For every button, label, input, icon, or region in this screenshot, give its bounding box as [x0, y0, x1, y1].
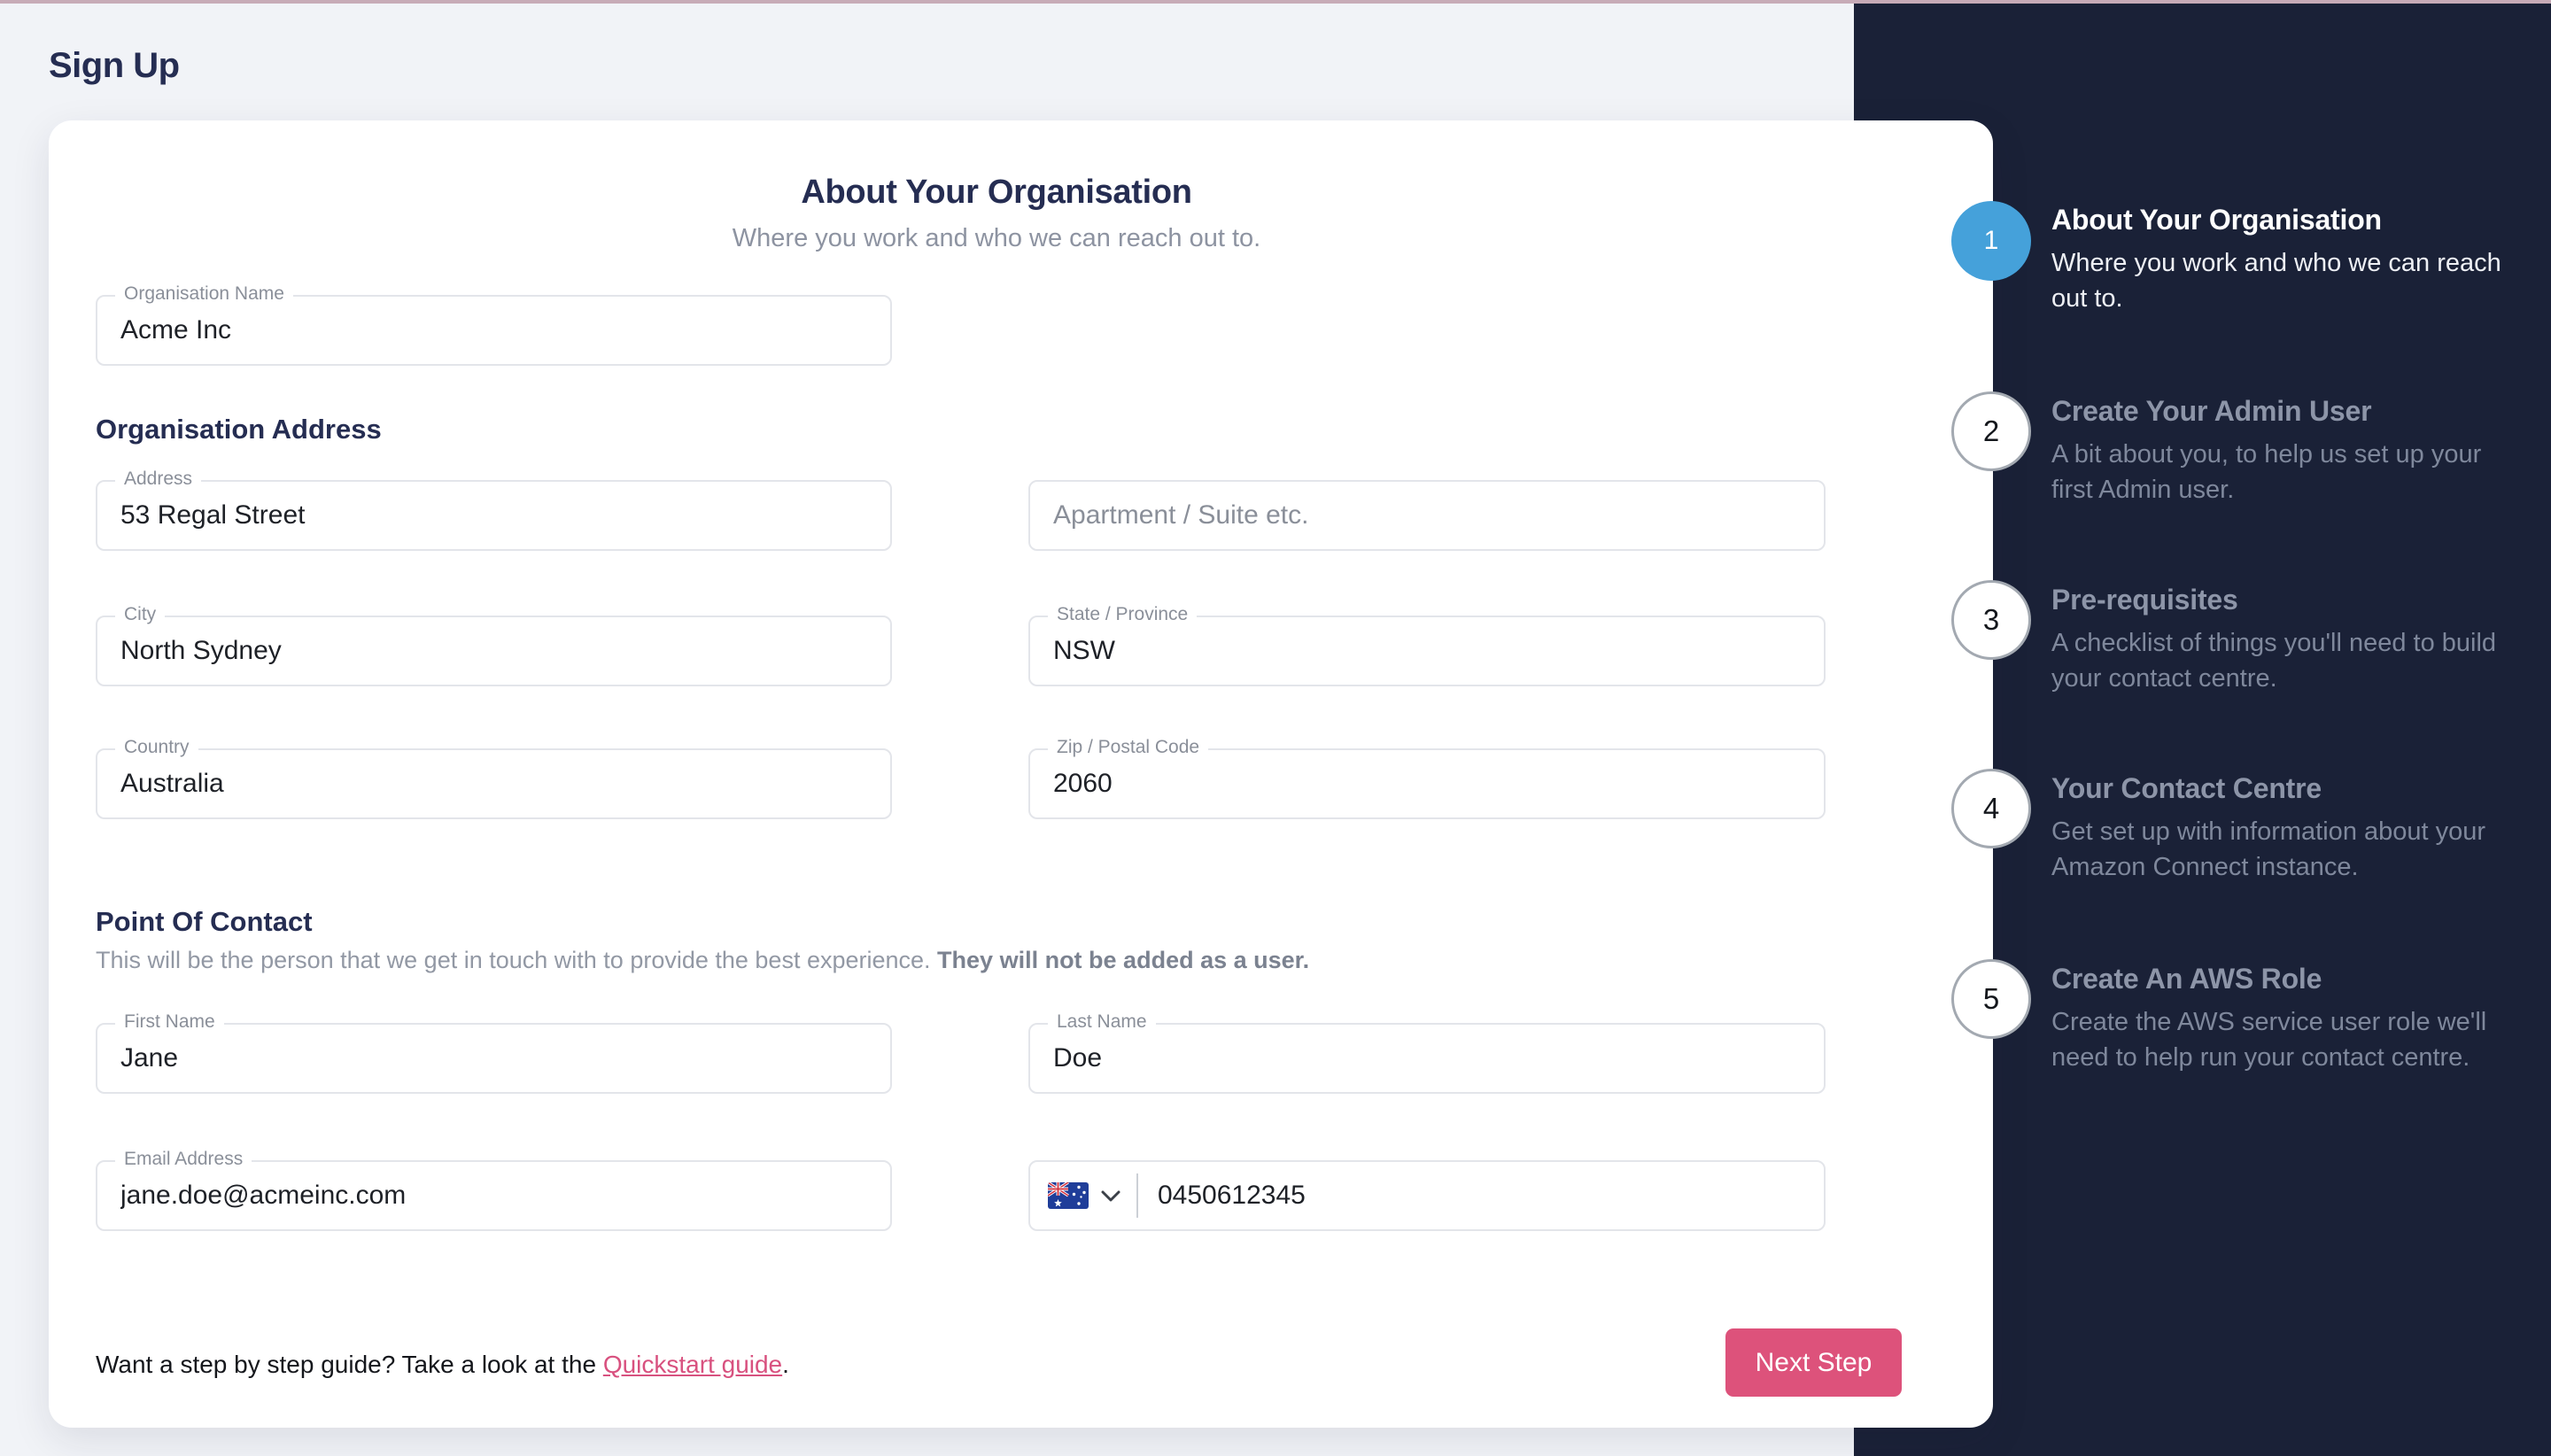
zip-label: Zip / Postal Code: [1048, 737, 1209, 758]
last-name-label: Last Name: [1048, 1011, 1156, 1033]
country-label: Country: [115, 737, 198, 758]
first-name-field: First Name: [96, 1011, 892, 1094]
step-4-subtitle: Get set up with information about your A…: [2051, 817, 2486, 881]
chevron-down-icon: [1101, 1190, 1120, 1201]
country-field: Country: [96, 737, 892, 819]
step-5-indicator: 5: [1951, 959, 2031, 1039]
state-field: State / Province: [1028, 604, 1826, 686]
step-4-title: Your Contact Centre: [2051, 772, 2322, 804]
email-input[interactable]: [96, 1160, 892, 1231]
card-subtitle: Where you work and who we can reach out …: [732, 224, 1261, 252]
organisation-name-field: Organisation Name: [96, 283, 892, 366]
phone-input[interactable]: [1138, 1163, 1824, 1228]
last-name-field: Last Name: [1028, 1011, 1826, 1094]
quickstart-hint-prefix: Want a step by step guide? Take a look a…: [96, 1351, 603, 1378]
last-name-input[interactable]: [1028, 1023, 1826, 1094]
page-title: Sign Up: [49, 46, 180, 85]
quickstart-hint: Want a step by step guide? Take a look a…: [96, 1351, 789, 1379]
address-label: Address: [115, 469, 202, 490]
step-1-subtitle: Where you work and who we can reach out …: [2051, 249, 2501, 313]
first-name-input[interactable]: [96, 1023, 892, 1094]
zip-input[interactable]: [1028, 748, 1826, 819]
city-field: City: [96, 604, 892, 686]
card-title: About Your Organisation: [801, 174, 1192, 211]
step-2-subtitle: A bit about you, to help us set up your …: [2051, 440, 2482, 504]
step-2-item: Create Your Admin User A bit about you, …: [2051, 395, 2508, 507]
phone-divider: [1136, 1173, 1138, 1218]
organisation-name-label: Organisation Name: [115, 283, 293, 305]
step-4-item: Your Contact Centre Get set up with info…: [2051, 772, 2508, 885]
next-step-button[interactable]: Next Step: [1725, 1328, 1902, 1397]
quickstart-hint-suffix: .: [782, 1351, 789, 1378]
zip-field: Zip / Postal Code: [1028, 737, 1826, 819]
step-5-title: Create An AWS Role: [2051, 963, 2322, 995]
country-code-dropdown[interactable]: [1030, 1162, 1136, 1229]
step-1-item: About Your Organisation Where you work a…: [2051, 204, 2508, 316]
city-label: City: [115, 604, 166, 625]
first-name-label: First Name: [115, 1011, 224, 1033]
step-3-indicator: 3: [1951, 580, 2031, 660]
point-of-contact-description: This will be the person that we get in t…: [96, 947, 1309, 974]
state-input[interactable]: [1028, 616, 1826, 686]
step-3-subtitle: A checklist of things you'll need to bui…: [2051, 629, 2497, 693]
phone-field: [1028, 1160, 1826, 1231]
organisation-name-input[interactable]: [96, 295, 892, 366]
poc-desc-bold: They will not be added as a user.: [937, 947, 1310, 973]
organisation-address-heading: Organisation Address: [96, 414, 382, 445]
card-header: About Your Organisation Where you work a…: [49, 174, 1944, 253]
step-3-item: Pre-requisites A checklist of things you…: [2051, 584, 2508, 696]
apartment-input[interactable]: [1028, 480, 1826, 551]
email-label: Email Address: [115, 1149, 252, 1170]
step-2-indicator: 2: [1951, 391, 2031, 471]
step-4-indicator: 4: [1951, 769, 2031, 848]
apartment-field: [1028, 480, 1826, 551]
city-input[interactable]: [96, 616, 892, 686]
step-5-item: Create An AWS Role Create the AWS servic…: [2051, 963, 2508, 1075]
address-field: Address: [96, 469, 892, 551]
australia-flag-icon: [1048, 1182, 1089, 1209]
email-field: Email Address: [96, 1149, 892, 1231]
poc-desc-normal: This will be the person that we get in t…: [96, 947, 938, 973]
step-3-title: Pre-requisites: [2051, 584, 2238, 616]
quickstart-guide-link[interactable]: Quickstart guide: [602, 1351, 783, 1378]
signup-card: About Your Organisation Where you work a…: [49, 120, 1993, 1428]
step-2-title: Create Your Admin User: [2051, 395, 2372, 427]
step-1-title: About Your Organisation: [2051, 204, 2382, 236]
state-label: State / Province: [1048, 604, 1198, 625]
country-input[interactable]: [96, 748, 892, 819]
step-1-indicator: 1: [1951, 201, 2031, 281]
top-accent-bar: [0, 0, 2551, 4]
address-input[interactable]: [96, 480, 892, 551]
point-of-contact-heading: Point Of Contact: [96, 906, 313, 937]
step-5-subtitle: Create the AWS service user role we'll n…: [2051, 1008, 2487, 1072]
